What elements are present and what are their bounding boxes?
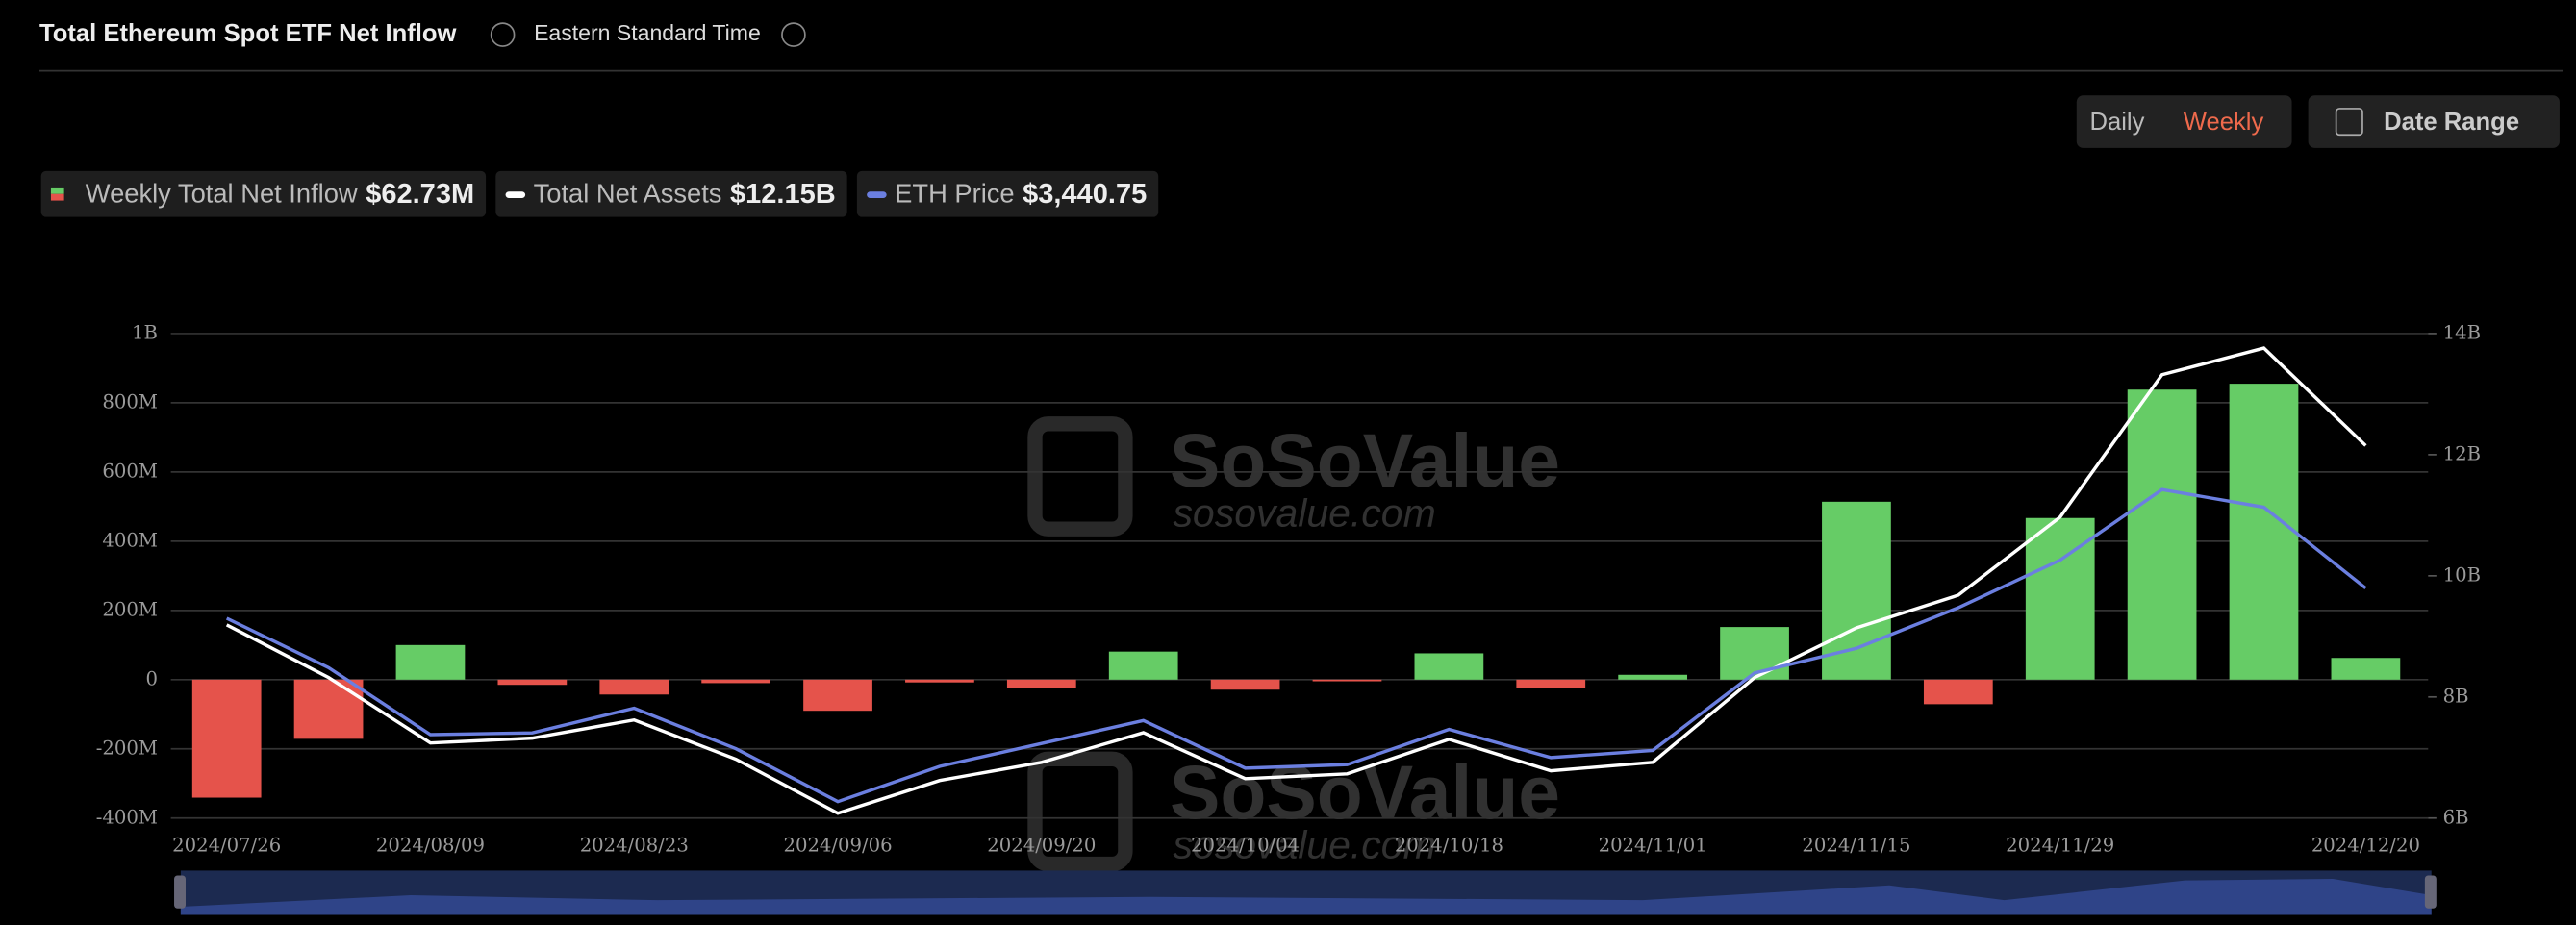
watermark: SoSoValue sosovalue.com SoSoValue sosova… (1027, 416, 1560, 872)
x-tick-label: 2024/07/26 (172, 834, 281, 856)
y-tick-label: 800M (102, 390, 158, 412)
legend-swatch (50, 187, 64, 194)
bar (1822, 501, 1891, 680)
bar (905, 679, 974, 683)
legend-item (495, 170, 847, 217)
date-range-label: Date Range (2384, 109, 2519, 136)
bar (1923, 679, 1993, 705)
bar (1312, 679, 1382, 682)
legend-item (856, 170, 1159, 217)
legend: Weekly Total Net Inflow $62.73M Total Net … (40, 170, 1159, 217)
bar (701, 679, 771, 684)
date-range-button[interactable] (2308, 95, 2560, 148)
x-tick-label: 2024/08/23 (580, 834, 689, 856)
legend-item (40, 170, 487, 217)
timezone: Eastern Standard Time (534, 20, 761, 45)
x-tick-label: 2024/11/29 (2006, 834, 2114, 856)
x-tick-label: 2024/12/20 (2311, 834, 2420, 856)
x-tick-label: 2024/10/04 (1191, 834, 1300, 856)
bar (1516, 679, 1586, 688)
bar (1720, 627, 1789, 680)
navigator-handle[interactable] (174, 875, 186, 909)
watermark-logo (1027, 751, 1133, 872)
navigator-handle[interactable] (2424, 875, 2437, 909)
bar (2127, 389, 2197, 680)
bar (191, 679, 262, 798)
watermark-logo (1027, 416, 1133, 537)
watermark-site: sosovalue.com (1173, 822, 1435, 866)
y-tick-label: 0 (145, 667, 158, 689)
y-tick-label: 600M (102, 460, 158, 482)
legend-value: $62.73M (366, 179, 474, 210)
bar (2331, 658, 2401, 680)
legend-swatch (50, 193, 64, 201)
bar (1618, 674, 1688, 680)
bar (1210, 679, 1280, 690)
weekly-button[interactable]: Weekly (2184, 109, 2264, 136)
legend-value: $12.15B (730, 179, 836, 210)
y2-tick-label: 8B (2443, 685, 2469, 707)
legend-swatch (505, 191, 526, 199)
info-icon[interactable] (781, 22, 806, 47)
y2-tick-label: 14B (2443, 321, 2481, 343)
x-tick-label: 2024/11/01 (1599, 834, 1707, 856)
y2-tick-label: 6B (2443, 806, 2469, 828)
bar (497, 679, 568, 686)
y-tick-label: -400M (96, 806, 158, 828)
bar (2229, 384, 2299, 680)
bar (293, 679, 364, 739)
period-toggle (2076, 95, 2292, 148)
x-tick-label: 2024/08/09 (376, 834, 485, 856)
y-tick-label: 200M (102, 598, 158, 620)
line (225, 488, 2367, 804)
legend-swatch (867, 191, 887, 199)
bar (1108, 651, 1178, 680)
x-tick-label: 2024/09/06 (783, 834, 892, 856)
navigator-area (180, 878, 2432, 915)
watermark-site: sosovalue.com (1173, 490, 1435, 535)
line (225, 346, 2367, 815)
bar (1006, 679, 1076, 688)
x-tick-label: 2024/10/18 (1395, 834, 1503, 856)
legend-label: Weekly Total Net Inflow (86, 179, 358, 209)
bar (395, 644, 466, 680)
y-tick-label: 1B (132, 321, 158, 343)
bar (803, 679, 872, 712)
y2-tick-label: 12B (2443, 442, 2481, 464)
calendar-icon (2335, 108, 2363, 137)
legend-label: ETH Price (895, 179, 1014, 209)
y-tick-label: -200M (96, 737, 158, 759)
legend-value: $3,440.75 (1023, 179, 1147, 210)
legend-label: Total Net Assets (534, 179, 722, 209)
bar (599, 679, 669, 695)
info-icon[interactable] (490, 22, 516, 47)
x-tick-label: 2024/11/15 (1802, 834, 1910, 856)
y2-tick-label: 10B (2443, 563, 2481, 586)
daily-button[interactable]: Daily (2089, 109, 2144, 136)
watermark-brand: SoSoValue (1170, 418, 1560, 503)
y-tick-label: 400M (102, 529, 158, 551)
title: Total Ethereum Spot ETF Net Inflow (39, 20, 457, 47)
x-tick-label: 2024/09/20 (987, 834, 1096, 856)
bar (1414, 653, 1484, 680)
